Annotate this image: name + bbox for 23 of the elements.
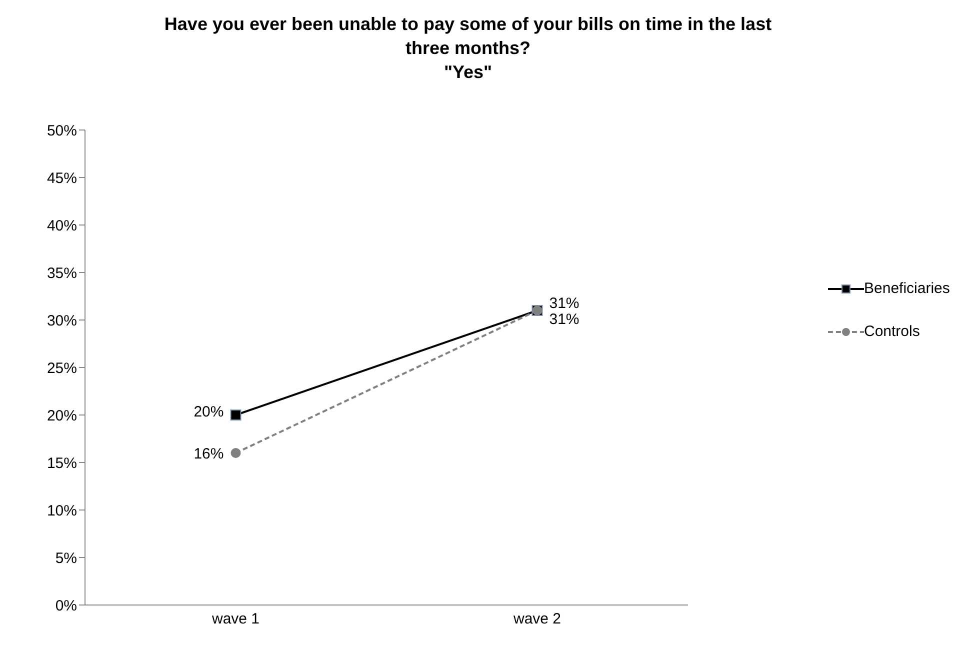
legend-label: Beneficiaries	[864, 280, 950, 297]
y-tick-label: 50%	[46, 122, 77, 140]
y-tick-label: 0%	[55, 597, 77, 614]
y-tick-label: 35%	[46, 264, 77, 282]
point	[230, 448, 241, 458]
data-label: 31%	[549, 310, 580, 328]
data-label: 20%	[194, 403, 224, 420]
legend-label: Controls	[864, 323, 920, 340]
chart-title: Have you ever been unable to pay some of your bills on time in the last three months?	[163, 13, 773, 60]
chart-subtitle: "Yes"	[442, 61, 494, 84]
data-label: 31%	[549, 294, 580, 312]
y-tick-label: 20%	[46, 407, 77, 424]
y-tick-label: 40%	[46, 217, 77, 234]
y-tick-label: 45%	[46, 170, 77, 187]
y-tick-label: 15%	[46, 454, 77, 472]
y-tick-label: 10%	[46, 502, 77, 520]
y-tick-label: 30%	[46, 312, 77, 330]
y-tick-label: 5%	[55, 550, 77, 567]
x-tick-label: wave 2	[512, 610, 562, 628]
data-label: 16%	[194, 445, 224, 462]
y-tick-label: 25%	[46, 360, 77, 377]
x-tick-label: wave 1	[210, 610, 260, 628]
point	[230, 410, 242, 420]
